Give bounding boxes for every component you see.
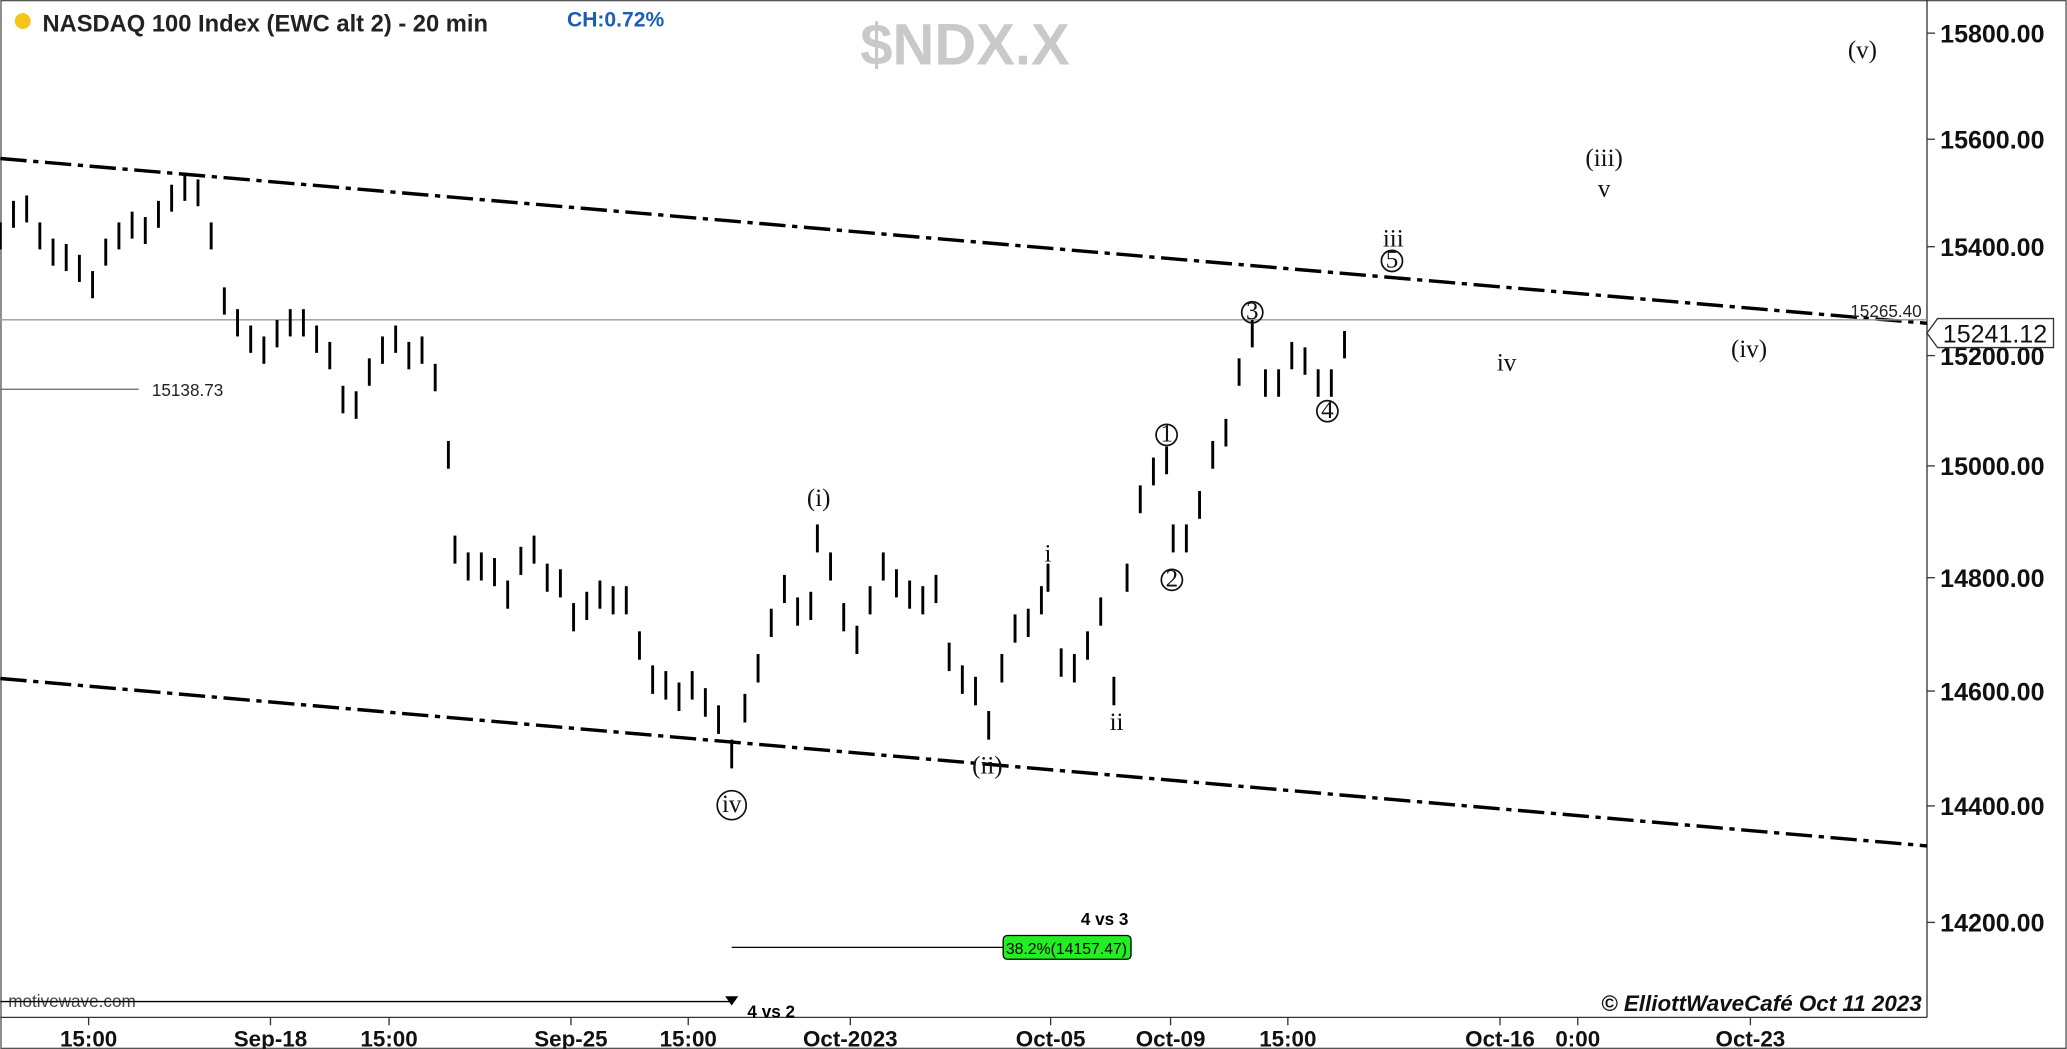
x-tick-label: 15:00 bbox=[660, 1026, 717, 1049]
x-tick-label: Sep-18 bbox=[234, 1026, 307, 1049]
wave-label: 3 bbox=[1246, 298, 1259, 325]
wave-circle bbox=[1240, 300, 1264, 324]
wave-label: 1 bbox=[1160, 420, 1173, 447]
y-tick-label: 15000.00 bbox=[1940, 453, 2044, 481]
wave-circle bbox=[1155, 423, 1179, 447]
wave-circle bbox=[1380, 249, 1404, 273]
wave-label: (iv) bbox=[1731, 336, 1767, 363]
x-tick-label: Oct-09 bbox=[1136, 1026, 1206, 1049]
x-tick-label: Oct-16 bbox=[1465, 1026, 1535, 1049]
x-tick-label: 15:00 bbox=[60, 1026, 117, 1049]
x-tick-label: Oct-23 bbox=[1716, 1026, 1786, 1049]
fib-title: 4 vs 3 bbox=[1081, 909, 1129, 929]
y-tick-label: 14800.00 bbox=[1940, 565, 2044, 593]
wave-label: (i) bbox=[807, 485, 831, 512]
x-tick-label: Oct-05 bbox=[1016, 1026, 1086, 1049]
wave-circle bbox=[1160, 568, 1184, 592]
trendline bbox=[0, 676, 1928, 848]
wave-label: 2 bbox=[1166, 565, 1179, 592]
copyright: © ElliottWaveCafé Oct 11 2023 bbox=[1601, 991, 1922, 1016]
watermark: motivewave.com bbox=[8, 991, 136, 1011]
wave-label: (iii) bbox=[1585, 145, 1623, 172]
wave-label: iv bbox=[722, 791, 742, 818]
fib-label: 38.2%(14157.47) bbox=[1006, 941, 1127, 958]
wave-label: v bbox=[1598, 175, 1611, 202]
wave-label: iv bbox=[1497, 349, 1517, 376]
wave-circle bbox=[1315, 399, 1339, 423]
wave-circle bbox=[716, 789, 748, 821]
note-label: 4 vs 2 bbox=[747, 1001, 795, 1021]
y-tick-label: 15800.00 bbox=[1940, 20, 2044, 48]
x-tick-label: Oct-2023 bbox=[803, 1026, 898, 1049]
wave-label: i bbox=[1045, 540, 1052, 567]
y-tick-label: 14600.00 bbox=[1940, 678, 2044, 706]
last-price-box bbox=[1926, 317, 2055, 349]
wave-label: (ii) bbox=[972, 753, 1003, 780]
note-arrow bbox=[725, 996, 739, 1006]
level-label: 15138.73 bbox=[152, 380, 223, 400]
chart-title: NASDAQ 100 Index (EWC alt 2) - 20 min bbox=[42, 12, 487, 38]
x-tick-label: 15:00 bbox=[360, 1026, 417, 1049]
wave-label: 5 bbox=[1386, 247, 1399, 274]
wave-label: 4 bbox=[1321, 397, 1334, 424]
wave-label: ii bbox=[1110, 709, 1124, 736]
status-dot bbox=[14, 13, 31, 29]
symbol: $NDX.X bbox=[860, 14, 1070, 78]
trendline bbox=[0, 156, 1928, 326]
x-tick-label: Sep-25 bbox=[534, 1026, 607, 1049]
y-tick-label: 14200.00 bbox=[1940, 910, 2044, 938]
last-price-label: 15241.12 bbox=[1943, 320, 2047, 348]
y-tick-label: 15600.00 bbox=[1940, 126, 2044, 154]
change: CH:0.72% bbox=[567, 8, 664, 31]
fib-box bbox=[1002, 934, 1132, 960]
x-tick-label: 15:00 bbox=[1259, 1026, 1316, 1049]
x-tick-label: 0:00 bbox=[1555, 1026, 1600, 1049]
y-tick-label: 14400.00 bbox=[1940, 793, 2044, 821]
level-label: 15265.40 bbox=[1850, 301, 1921, 321]
y-tick-label: 15400.00 bbox=[1940, 234, 2044, 262]
wave-label: (v) bbox=[1848, 37, 1877, 64]
wave-label: iii bbox=[1383, 225, 1404, 252]
